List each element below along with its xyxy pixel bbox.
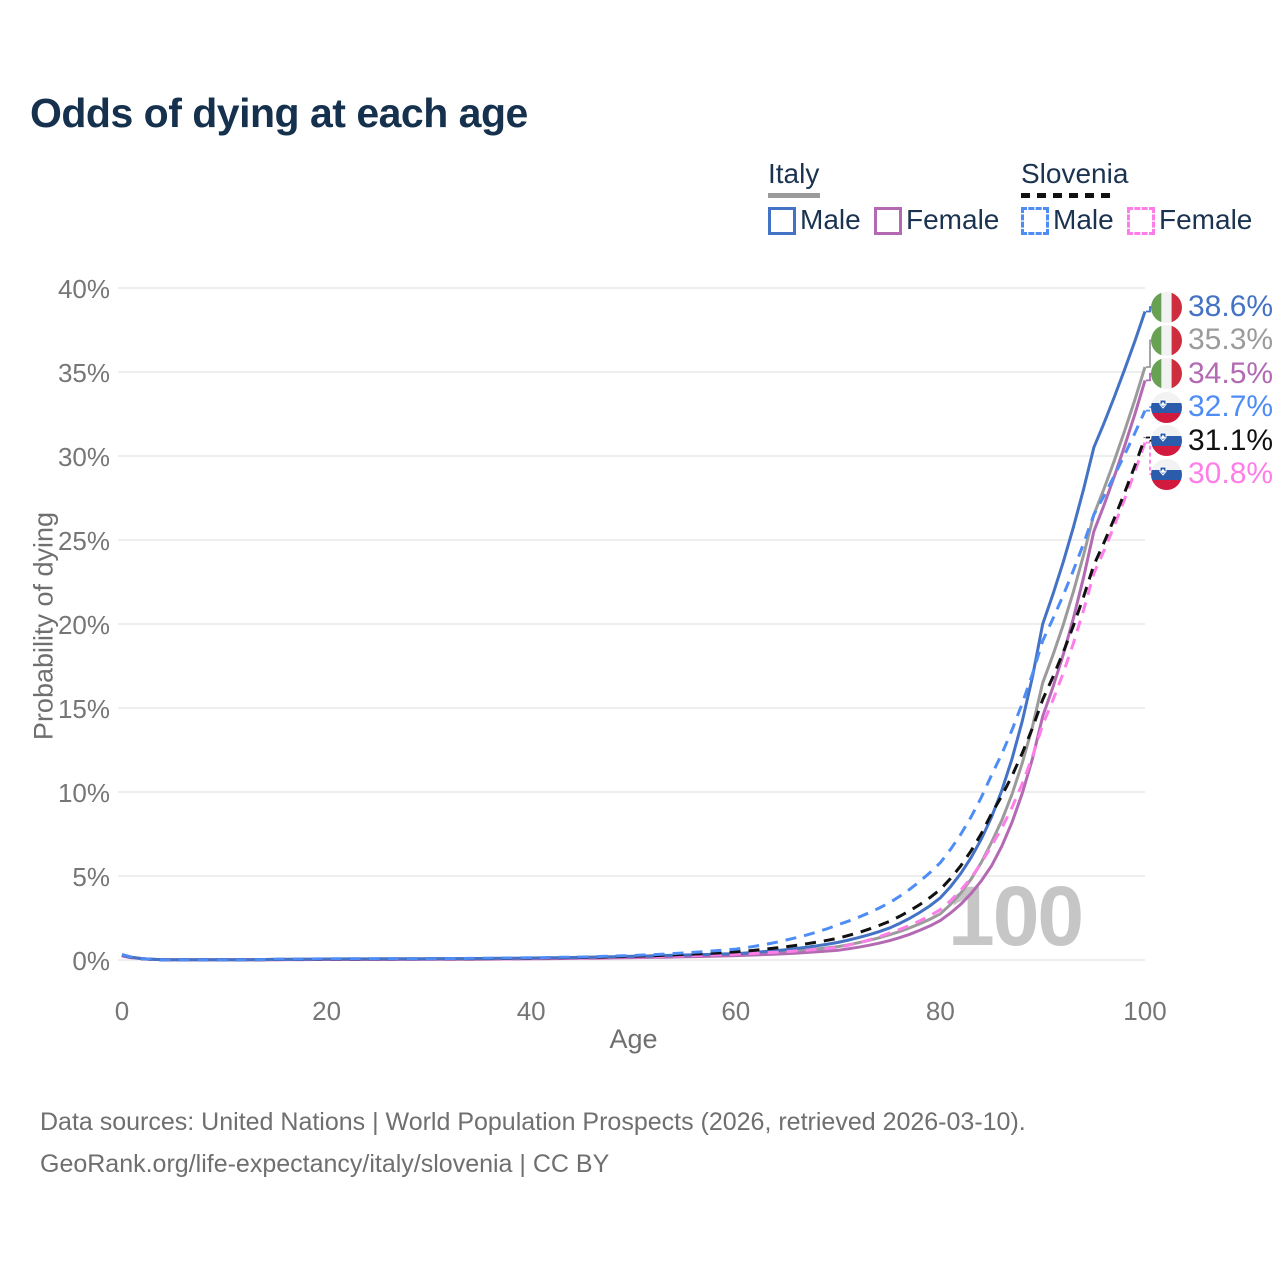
slovenia-flag-icon xyxy=(1151,425,1182,457)
legend-italy-male-swatch xyxy=(768,207,796,235)
y-tick-label: 10% xyxy=(57,778,110,808)
x-axis-title: Age xyxy=(609,1024,658,1054)
italy-flag-icon xyxy=(1151,358,1182,390)
x-tick-label: 60 xyxy=(721,996,751,1026)
legend-slovenia-line-sample xyxy=(1021,193,1117,198)
end-label-value: 38.6% xyxy=(1188,290,1274,323)
legend-italy-female-label: Female xyxy=(906,204,1000,235)
end-label-value: 30.8% xyxy=(1188,457,1274,490)
x-tick-label: 40 xyxy=(516,996,546,1026)
italy-flag-icon xyxy=(1151,291,1182,323)
slovenia-flag-icon xyxy=(1151,458,1182,490)
y-tick-label: 15% xyxy=(57,694,110,724)
legend-slovenia-female-swatch xyxy=(1127,207,1155,235)
x-tick-label: 80 xyxy=(925,996,955,1026)
end-label-value: 34.5% xyxy=(1188,356,1274,390)
legend-italy-female-swatch xyxy=(874,207,902,235)
legend-slovenia-male-swatch xyxy=(1021,207,1049,235)
series-line-slovenia[interactable] xyxy=(121,436,1147,962)
y-tick-label: 40% xyxy=(57,274,110,304)
footer-sources: Data sources: United Nations | World Pop… xyxy=(40,1108,1026,1136)
page-title: Odds of dying at each age xyxy=(30,90,528,136)
legend-group-italy-label: Italy xyxy=(768,158,820,189)
series-line-italy-male[interactable] xyxy=(121,311,1147,962)
legend-italy-line-sample xyxy=(768,193,820,198)
y-tick-label: 0% xyxy=(72,946,110,976)
x-tick-label: 0 xyxy=(114,996,130,1026)
slovenia-flag-icon xyxy=(1151,391,1182,423)
series-line-slovenia-female[interactable] xyxy=(121,442,1147,962)
legend-group-slovenia-label: Slovenia xyxy=(1021,158,1129,189)
legend-slovenia-male-label: Male xyxy=(1053,204,1114,235)
end-label-value: 35.3% xyxy=(1188,323,1274,357)
footer-link: GeoRank.org/life-expectancy/italy/sloven… xyxy=(40,1150,610,1178)
y-tick-label: 5% xyxy=(72,862,110,892)
x-tick-label: 100 xyxy=(1123,996,1167,1026)
x-tick-label: 20 xyxy=(312,996,342,1026)
y-tick-label: 35% xyxy=(57,358,110,388)
italy-flag-icon xyxy=(1151,324,1182,356)
y-tick-label: 30% xyxy=(57,442,110,472)
series-line-italy-female[interactable] xyxy=(121,379,1147,962)
series-line-slovenia-male[interactable] xyxy=(121,409,1147,962)
y-tick-label: 20% xyxy=(57,610,110,640)
end-label-value: 32.7% xyxy=(1188,390,1274,424)
legend-italy-male-label: Male xyxy=(800,204,861,235)
end-label-value: 31.1% xyxy=(1188,423,1274,457)
legend-slovenia-female-label: Female xyxy=(1159,204,1253,235)
hover-age-indicator: 100 xyxy=(948,869,1084,963)
y-tick-label: 25% xyxy=(57,526,110,556)
